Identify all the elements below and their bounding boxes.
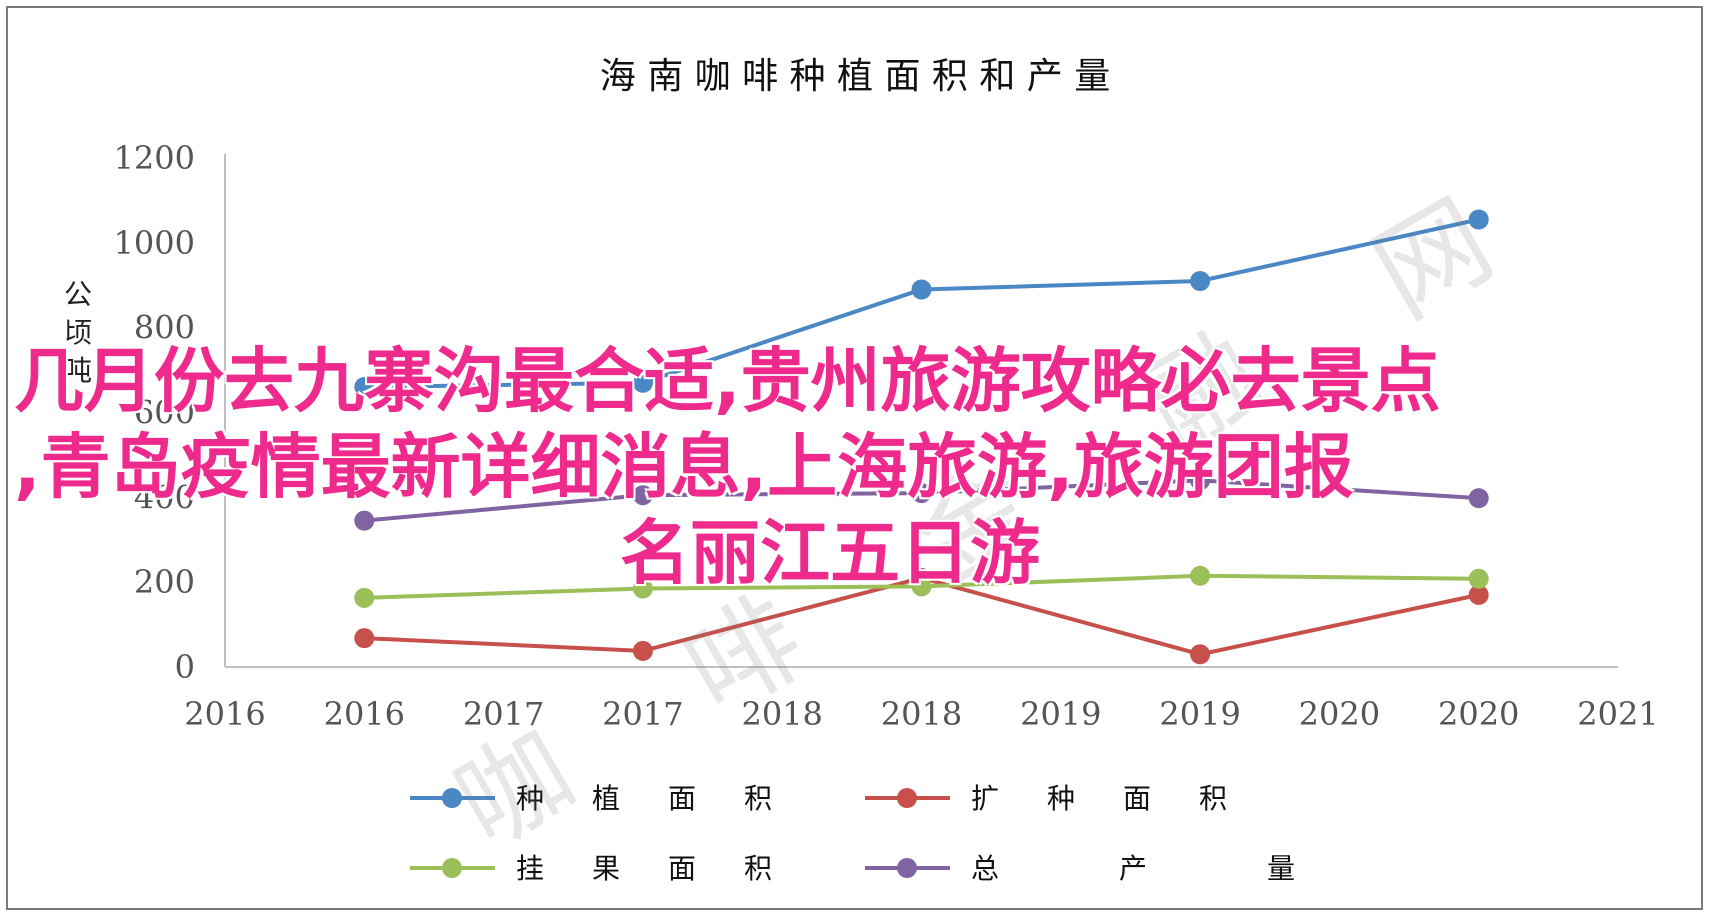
data-point: [632, 640, 653, 661]
chart-title: 海 南 咖 啡 种 植 面 积 和 产 量: [600, 56, 1110, 97]
x-tick-label: 2017: [602, 695, 683, 733]
legend-label-char: 扩: [971, 782, 999, 815]
x-tick-label: 2016: [184, 695, 265, 733]
legend-label-char: 积: [1199, 782, 1227, 815]
data-point: [911, 576, 932, 597]
legend-marker: [897, 858, 917, 878]
x-tick-label: 2018: [741, 695, 822, 733]
y-tick-label: 800: [134, 309, 195, 347]
data-point: [1190, 470, 1211, 491]
data-point: [354, 587, 375, 608]
data-point: [1468, 584, 1489, 605]
data-point: [1190, 644, 1211, 665]
x-tick-label: 2021: [1577, 695, 1658, 733]
y-tick-label: 400: [134, 478, 195, 516]
legend-marker: [442, 858, 462, 878]
data-point: [1468, 488, 1489, 509]
y-tick-label: 200: [134, 563, 195, 601]
overlay-headline-line-1: 几月份去九寨沟最合适,贵州旅游攻略必去景点: [14, 340, 1441, 422]
y-tick-label: 1200: [114, 139, 195, 177]
y-tick-label: 0: [175, 648, 195, 686]
chart-axes: 0 200 400 600 800 1000 1200 2016 2016 2017 2017 201…: [64, 139, 1659, 733]
data-point: [354, 377, 375, 398]
legend-label-char: 产: [1119, 852, 1147, 885]
legend-label-char: 种: [516, 782, 544, 815]
x-tick-label: 2018: [881, 695, 962, 733]
legend-label-char: 面: [668, 782, 696, 815]
y-axis-label-char: 公: [64, 278, 92, 311]
data-point: [354, 510, 375, 531]
legend-label-char: 果: [592, 852, 620, 885]
chart-series: [354, 209, 1489, 665]
data-point: [354, 628, 375, 649]
legend-label-char: 面: [1123, 782, 1151, 815]
y-tick-label: 600: [134, 394, 195, 432]
legend-label-char: 积: [744, 852, 772, 885]
y-tick-label: 1000: [114, 224, 195, 262]
x-tick-label: 2019: [1020, 695, 1101, 733]
x-tick-label: 2020: [1438, 695, 1519, 733]
data-point: [911, 279, 932, 300]
y-axis-label-char: 吨: [64, 354, 92, 387]
legend-label-char: 植: [592, 782, 620, 815]
legend-marker: [897, 788, 917, 808]
y-axis-label-char: 顷: [64, 316, 92, 349]
data-point: [911, 483, 932, 504]
overlay-headline-line-3: 名丽江五日游: [620, 512, 1040, 594]
x-tick-label: 2016: [324, 695, 405, 733]
data-point: [1468, 209, 1489, 230]
data-point: [1190, 565, 1211, 586]
legend-label-char: 面: [668, 852, 696, 885]
chart-legend: 种植面积扩种面积挂果面积总产量: [410, 782, 1295, 885]
legend-label-char: 挂: [516, 852, 544, 885]
data-point: [1190, 271, 1211, 292]
legend-label-char: 量: [1267, 852, 1295, 885]
x-tick-label: 2020: [1299, 695, 1380, 733]
data-point: [1468, 568, 1489, 589]
overlay-headline-line-2: ,青岛疫情最新详细消息,上海旅游,旅游团报: [14, 426, 1354, 508]
chart-frame: [6, 6, 1703, 910]
data-point: [632, 578, 653, 599]
legend-label-char: 种: [1047, 782, 1075, 815]
data-point: [632, 485, 653, 506]
x-tick-label: 2019: [1159, 695, 1240, 733]
data-point: [632, 372, 653, 393]
legend-label-char: 积: [744, 782, 772, 815]
legend-marker: [442, 788, 462, 808]
x-tick-label: 2017: [463, 695, 544, 733]
legend-label-char: 总: [971, 852, 999, 885]
